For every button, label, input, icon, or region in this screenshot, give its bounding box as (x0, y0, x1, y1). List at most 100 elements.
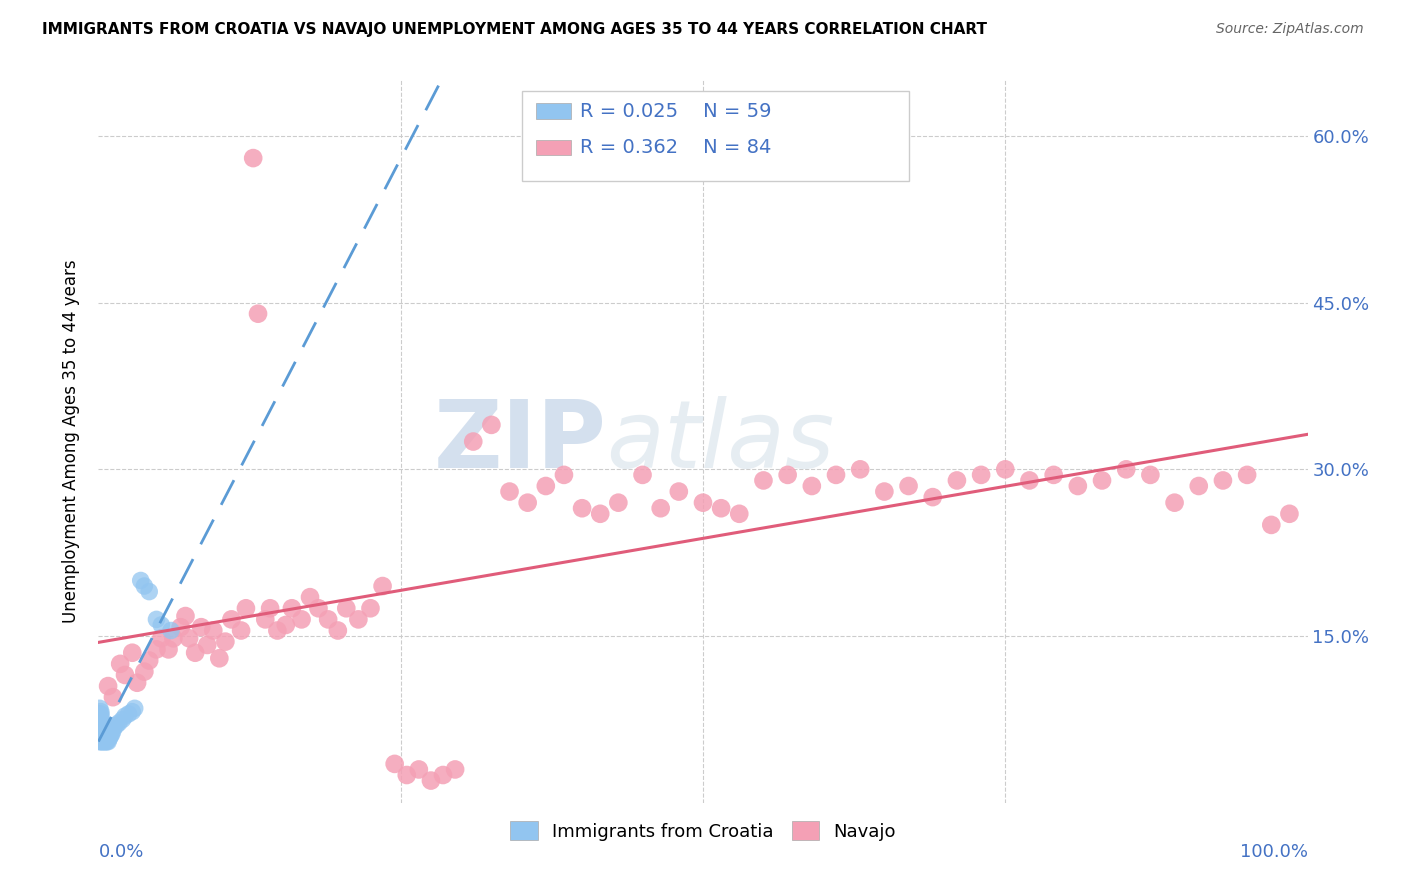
Point (94, 734, 117, 748)
Point (89, 701, 111, 715)
Point (89, 734, 111, 748)
Point (254, 612, 277, 626)
Point (98, 731, 121, 746)
Point (90, 718, 112, 732)
Point (290, 612, 312, 626)
Point (1212, 474, 1234, 488)
Point (229, 624, 252, 638)
Point (235, 601, 257, 615)
Point (94, 731, 117, 746)
Point (91, 734, 114, 748)
Point (360, 601, 382, 615)
Point (516, 496, 538, 510)
Point (150, 632, 173, 646)
Point (90, 709, 112, 723)
Text: IMMIGRANTS FROM CROATIA VS NAVAJO UNEMPLOYMENT AMONG AGES 35 TO 44 YEARS CORRELA: IMMIGRANTS FROM CROATIA VS NAVAJO UNEMPL… (42, 22, 987, 37)
Point (650, 501, 672, 516)
Point (90, 723, 112, 738)
Point (970, 467, 993, 482)
Point (91, 734, 114, 748)
Point (91, 731, 114, 746)
Point (89, 706, 111, 721)
Point (105, 718, 128, 732)
Point (114, 709, 136, 723)
Point (190, 620, 212, 634)
Point (481, 417, 503, 432)
Point (90, 720, 112, 734)
Point (97, 729, 120, 743)
Point (195, 638, 218, 652)
Point (138, 653, 160, 667)
Point (825, 467, 848, 482)
Point (145, 642, 167, 657)
Point (96, 734, 118, 748)
Point (108, 715, 131, 730)
Point (994, 462, 1017, 476)
Point (89, 723, 111, 738)
Text: Source: ZipAtlas.com: Source: ZipAtlas.com (1216, 22, 1364, 37)
Point (90, 715, 112, 730)
Point (1260, 517, 1282, 532)
Point (266, 624, 288, 638)
Point (94, 727, 117, 741)
Point (1115, 462, 1137, 476)
Point (91, 729, 114, 743)
Point (395, 768, 418, 782)
Point (100, 723, 122, 738)
Point (371, 579, 394, 593)
Point (90, 727, 112, 741)
Point (93, 734, 115, 748)
Point (91, 720, 114, 734)
Point (1091, 474, 1114, 488)
FancyBboxPatch shape (536, 103, 571, 120)
Point (90, 713, 112, 727)
Point (121, 705, 143, 719)
Point (589, 507, 612, 521)
Point (308, 601, 330, 615)
Text: 0.0%: 0.0% (98, 843, 143, 861)
Point (103, 720, 125, 734)
Point (728, 507, 751, 521)
Point (101, 690, 124, 705)
Point (208, 651, 231, 665)
Point (91, 727, 114, 741)
Point (1278, 507, 1301, 521)
Point (160, 624, 183, 638)
Point (921, 490, 943, 504)
Point (571, 501, 593, 516)
Point (776, 467, 799, 482)
Point (134, 665, 156, 679)
Point (124, 701, 146, 715)
Point (138, 584, 160, 599)
Text: 100.0%: 100.0% (1240, 843, 1308, 861)
Point (281, 601, 304, 615)
Text: ZIP: ZIP (433, 395, 606, 488)
Point (299, 590, 322, 604)
Point (111, 713, 134, 727)
Point (692, 496, 714, 510)
Point (221, 612, 243, 626)
Point (91, 729, 114, 743)
Point (242, 151, 264, 165)
Point (97, 679, 120, 693)
Point (432, 768, 454, 782)
Point (134, 579, 156, 593)
Point (91, 718, 114, 732)
Point (1067, 479, 1090, 493)
Point (631, 467, 654, 482)
Point (420, 773, 443, 788)
Point (129, 574, 152, 588)
FancyBboxPatch shape (536, 139, 571, 155)
Point (90, 706, 112, 721)
Point (93, 731, 115, 746)
Point (90, 729, 112, 743)
Text: atlas: atlas (606, 396, 835, 487)
Point (668, 484, 690, 499)
Point (127, 675, 149, 690)
Text: R = 0.025    N = 59: R = 0.025 N = 59 (579, 102, 770, 120)
Point (91, 731, 114, 746)
Point (150, 618, 173, 632)
Point (463, 434, 485, 449)
Point (1042, 467, 1064, 482)
Point (1163, 496, 1185, 510)
